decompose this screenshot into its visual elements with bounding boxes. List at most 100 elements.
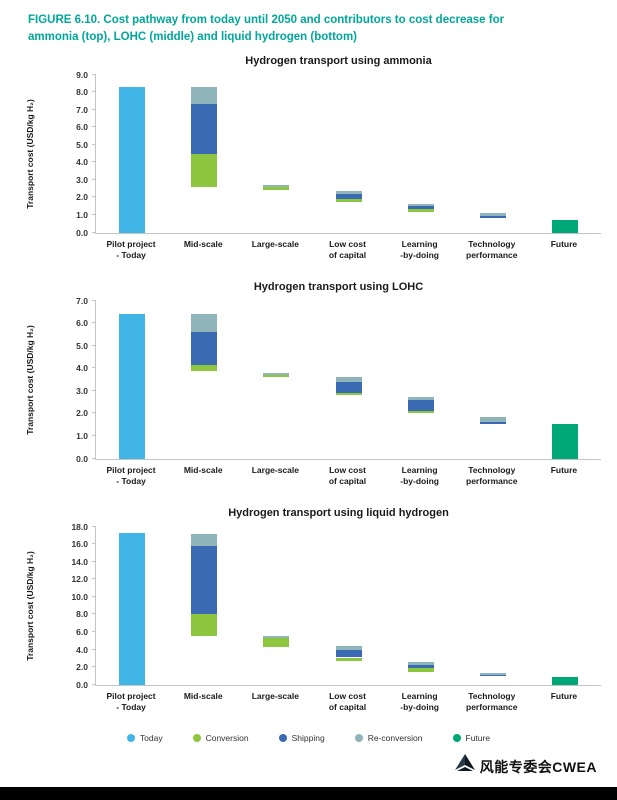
y-tick-label: 12.0 bbox=[71, 574, 88, 585]
y-tick-mark bbox=[92, 178, 96, 180]
bar-segment-today bbox=[119, 314, 146, 459]
y-tick-mark bbox=[92, 299, 96, 301]
figure-caption: FIGURE 6.10. Cost pathway from today unt… bbox=[28, 14, 505, 44]
y-tick-mark bbox=[92, 525, 96, 527]
category-axis: Pilot project - Today Mid-scale Large-scal… bbox=[95, 691, 600, 713]
legend-label: Today bbox=[139, 732, 163, 743]
bar-segment-shipping bbox=[407, 206, 434, 210]
bar-segment-future bbox=[551, 423, 578, 459]
legend-item-future: Future bbox=[452, 732, 491, 743]
bar-segment-conversion bbox=[335, 657, 362, 661]
y-tick-mark bbox=[92, 412, 96, 414]
bar-segment-reconversion bbox=[335, 377, 362, 383]
y-tick-mark bbox=[92, 344, 96, 346]
bar-segment-today bbox=[119, 86, 146, 233]
bar-segment-reconversion bbox=[335, 646, 362, 650]
chart-liquid-hydrogen: Hydrogen transport using liquid hydrogen… bbox=[0, 507, 617, 713]
y-tick-mark bbox=[92, 578, 96, 580]
legend-item-conversion: Conversion bbox=[192, 732, 249, 743]
bar-segment-reconversion bbox=[407, 661, 434, 665]
y-tick-mark bbox=[92, 435, 96, 437]
cwea-logo-icon bbox=[454, 754, 476, 779]
y-tick-mark bbox=[92, 213, 96, 215]
bar-segment-shipping bbox=[407, 399, 434, 411]
y-tick-mark bbox=[92, 322, 96, 324]
legend-item-reconversion: Re-conversion bbox=[354, 733, 423, 743]
y-tick-label: 14.0 bbox=[71, 556, 88, 567]
y-axis-label: Transport cost (USD/kg H₂) bbox=[25, 550, 35, 661]
y-axis-label: Transport cost (USD/kg H₂) bbox=[25, 324, 35, 435]
legend-item-today: Today bbox=[126, 732, 163, 743]
y-tick-mark bbox=[92, 108, 96, 110]
category-label: Future bbox=[550, 464, 578, 475]
category-label: Technology performance bbox=[466, 238, 518, 260]
y-tick-label: 4.0 bbox=[76, 363, 88, 374]
y-tick-label: 2.0 bbox=[76, 662, 88, 673]
bar-segment-reconversion bbox=[263, 635, 290, 639]
bar-segment-reconversion bbox=[479, 416, 506, 422]
category-label: Pilot project - Today bbox=[106, 690, 156, 712]
legend-swatch-future bbox=[452, 733, 461, 742]
chart-title: Hydrogen transport using LOHC bbox=[253, 280, 424, 293]
bar-segment-future bbox=[551, 220, 578, 233]
bar-segment-conversion bbox=[335, 393, 362, 396]
y-tick-mark bbox=[92, 683, 96, 685]
y-tick-label: 4.0 bbox=[76, 157, 88, 168]
legend-label: Conversion bbox=[205, 732, 249, 743]
bar-segment-shipping bbox=[191, 332, 218, 365]
y-tick-label: 6.0 bbox=[76, 318, 88, 329]
y-tick-label: 0.0 bbox=[76, 453, 88, 464]
category-label: Low cost of capital bbox=[328, 690, 367, 712]
bar-segment-reconversion bbox=[191, 86, 218, 105]
y-tick-mark bbox=[92, 543, 96, 545]
bar-segment-reconversion bbox=[335, 191, 362, 194]
bar-segment-reconversion bbox=[263, 373, 290, 375]
bar-segment-reconversion bbox=[191, 533, 218, 546]
y-tick-mark bbox=[92, 389, 96, 391]
y-tick-label: 18.0 bbox=[71, 521, 88, 532]
legend-label: Future bbox=[465, 732, 491, 743]
category-label: Learning -by-doing bbox=[400, 238, 439, 260]
plot-area: Transport cost (USD/kg H₂) 0.0 1.0 2.0 3.0 4.… bbox=[25, 70, 601, 238]
y-tick-label: 5.0 bbox=[76, 139, 88, 150]
bar-segment-conversion bbox=[191, 364, 218, 371]
bar-segment-shipping bbox=[479, 674, 506, 676]
bar-segment-shipping bbox=[479, 216, 506, 218]
bar-segment-conversion bbox=[263, 374, 290, 378]
category-label: Technology performance bbox=[466, 464, 518, 486]
legend-item-shipping: Shipping bbox=[278, 733, 325, 743]
category-label: Technology performance bbox=[466, 690, 518, 712]
bar-segment-conversion bbox=[407, 209, 434, 213]
category-label: Pilot project - Today bbox=[106, 238, 156, 260]
category-label: Large-scale bbox=[251, 464, 299, 475]
y-axis-label: Transport cost (USD/kg H₂) bbox=[25, 98, 35, 209]
chart-legend: Today Conversion Shipping Re-conversion Futu… bbox=[0, 733, 617, 743]
bar-segment-reconversion bbox=[263, 185, 290, 187]
category-label: Learning -by-doing bbox=[400, 464, 439, 486]
y-tick-mark bbox=[92, 367, 96, 369]
y-tick-label: 1.0 bbox=[76, 209, 88, 220]
bar-segment-conversion bbox=[335, 198, 362, 202]
category-label: Low cost of capital bbox=[328, 238, 367, 260]
legend-swatch-shipping bbox=[278, 733, 287, 742]
bar-segment-reconversion bbox=[407, 397, 434, 400]
bar-segment-conversion bbox=[191, 153, 218, 187]
y-tick-label: 7.0 bbox=[76, 295, 88, 306]
plot-area: Transport cost (USD/kg H₂) 0.0 2.0 4.0 6.0 8.… bbox=[25, 522, 601, 690]
bar-segment-conversion bbox=[407, 668, 434, 672]
bar-segment-shipping bbox=[407, 664, 434, 669]
watermark-text: 风能专委会CWEA bbox=[479, 758, 597, 775]
y-tick-label: 9.0 bbox=[76, 69, 88, 80]
y-tick-mark bbox=[92, 91, 96, 93]
category-label: Large-scale bbox=[251, 238, 299, 249]
y-tick-label: 4.0 bbox=[76, 644, 88, 655]
category-label: Pilot project - Today bbox=[106, 464, 156, 486]
category-label: Mid-scale bbox=[183, 690, 223, 701]
y-tick-mark bbox=[92, 161, 96, 163]
chart-ammonia: Hydrogen transport using ammonia Transpor… bbox=[0, 55, 617, 261]
y-tick-label: 6.0 bbox=[76, 627, 88, 638]
bar-segment-reconversion bbox=[191, 314, 218, 333]
y-tick-label: 8.0 bbox=[76, 87, 88, 98]
bar-segment-conversion bbox=[407, 410, 434, 414]
